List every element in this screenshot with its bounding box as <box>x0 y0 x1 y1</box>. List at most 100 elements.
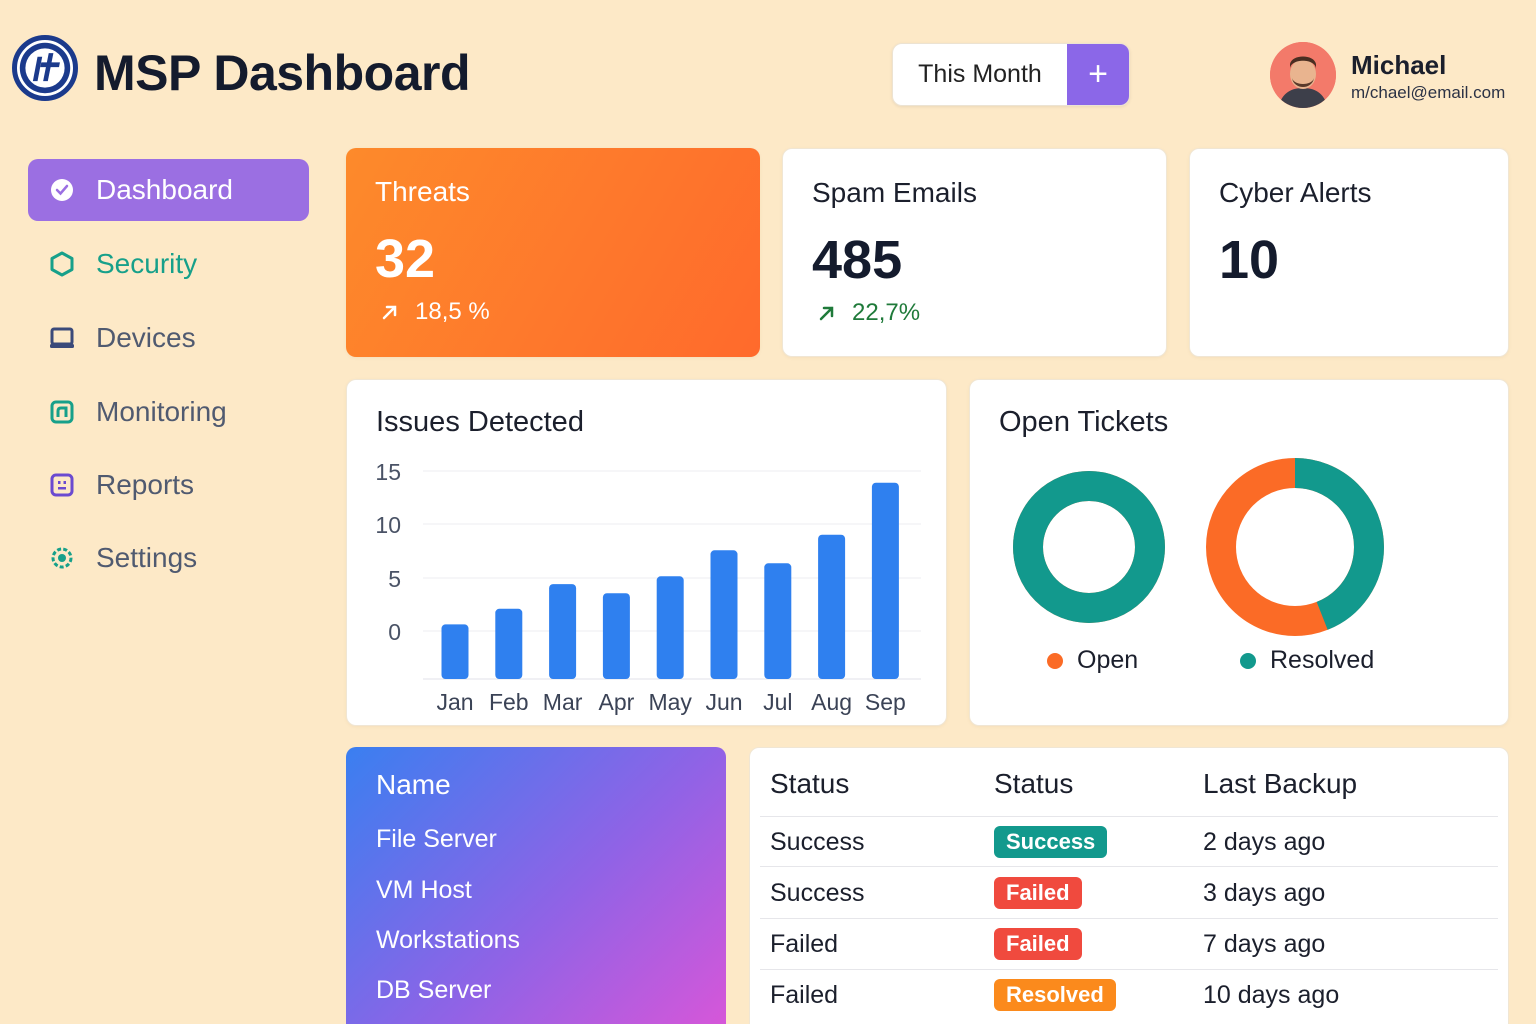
logo-icon <box>19 42 71 94</box>
legend-open: Open <box>1047 646 1138 675</box>
bar[interactable] <box>602 593 630 679</box>
x-tick-label: May <box>648 689 692 715</box>
alerts-card[interactable]: Cyber Alerts 10 <box>1189 148 1509 357</box>
arrow-up-right-icon <box>819 306 834 321</box>
bar[interactable] <box>818 534 846 679</box>
issues-chart-card: Issues Detected 15 10 5 0 Jan Feb Mar Apr May Jun… <box>346 379 947 726</box>
sidebar-item-label: Devices <box>96 322 196 353</box>
legend-label: Open <box>1077 646 1139 674</box>
y-tick-label: 0 <box>388 619 401 645</box>
sidebar-item-devices[interactable]: Devices <box>28 307 309 369</box>
chart-title: Issues Detected <box>376 406 584 438</box>
status-cell: Failed <box>770 981 839 1009</box>
server-name[interactable]: File Server <box>376 825 497 853</box>
y-tick-label: 5 <box>388 566 401 592</box>
card-title: Spam Emails <box>812 177 977 208</box>
sidebar-item-label: Settings <box>96 542 198 573</box>
server-name-panel: Name File Server VM Host Workstations DB… <box>346 747 726 1024</box>
x-tick-label: Feb <box>489 689 529 715</box>
spam-card[interactable]: Spam Emails 485 22,7% <box>782 148 1167 357</box>
user-email: m/chael@email.com <box>1351 83 1506 102</box>
card-trend: 22,7% <box>816 299 920 327</box>
server-name[interactable]: VM Host <box>376 876 472 904</box>
avatar[interactable] <box>1270 42 1336 108</box>
legend-dot <box>1240 652 1256 669</box>
bar[interactable] <box>871 482 899 679</box>
app-logo <box>12 35 78 101</box>
donut-segment-resolved[interactable] <box>1013 471 1165 623</box>
x-tick-label: Mar <box>543 689 583 715</box>
column-header-status: Status <box>770 768 850 799</box>
column-header-last-backup: Last Backup <box>1203 768 1358 799</box>
last-backup-cell: 7 days ago <box>1203 930 1326 958</box>
sidebar-item-label: Reports <box>96 469 195 500</box>
gear-icon <box>48 544 76 572</box>
period-control: This Month + <box>892 43 1130 106</box>
last-backup-cell: 2 days ago <box>1203 828 1326 856</box>
last-backup-cell: 3 days ago <box>1203 879 1326 907</box>
name-column-header: Name <box>376 769 451 800</box>
row-divider <box>760 866 1498 867</box>
sidebar-item-label: Monitoring <box>96 396 227 427</box>
threats-card[interactable]: Threats 32 18,5 % <box>346 148 760 357</box>
bar[interactable] <box>441 624 469 679</box>
bar[interactable] <box>549 584 577 679</box>
sidebar-item-security[interactable]: Security <box>28 233 309 295</box>
status-badge: Resolved <box>994 979 1116 1011</box>
server-name[interactable]: Workstations <box>376 926 521 954</box>
trend-value: 22,7% <box>852 299 921 326</box>
add-button[interactable]: + <box>1067 44 1129 105</box>
card-title: Threats <box>375 176 470 207</box>
row-divider <box>760 816 1498 817</box>
bar[interactable] <box>710 550 738 679</box>
monitor-icon <box>48 398 76 426</box>
last-backup-cell: 10 days ago <box>1203 981 1340 1009</box>
card-title: Cyber Alerts <box>1219 177 1372 208</box>
status-cell: Success <box>770 828 865 856</box>
legend-dot <box>1047 652 1063 669</box>
app-title: MSP Dashboard <box>94 45 471 101</box>
sidebar-item-dashboard[interactable]: Dashboard <box>28 159 309 221</box>
status-badge: Success <box>994 826 1108 858</box>
donut-segment-resolved[interactable] <box>1206 458 1384 636</box>
row-divider <box>760 918 1498 919</box>
trend-value: 18,5 % <box>415 298 490 325</box>
status-cell: Success <box>770 879 865 907</box>
row-divider <box>760 969 1498 970</box>
check-circle-icon <box>48 176 76 204</box>
tickets-donut-chart <box>1013 458 1384 636</box>
sidebar-item-label: Dashboard <box>96 174 233 205</box>
issues-bar-chart: 15 10 5 0 Jan Feb Mar Apr May Jun Jul Aug Sep <box>375 459 921 715</box>
server-name[interactable]: DB Server <box>376 976 492 1004</box>
tickets-title: Open Tickets <box>999 406 1169 438</box>
y-tick-label: 10 <box>375 512 401 538</box>
user-name: Michael <box>1351 50 1447 80</box>
bar[interactable] <box>764 563 792 679</box>
report-icon <box>48 471 76 499</box>
status-cell: Failed <box>770 930 839 958</box>
x-tick-label: Aug <box>811 689 852 715</box>
x-tick-label: Apr <box>599 689 635 715</box>
bar[interactable] <box>656 576 684 679</box>
tickets-card: Open Tickets Open Resolved <box>969 379 1509 726</box>
sidebar-item-label: Security <box>96 248 198 279</box>
sidebar-item-settings[interactable]: Settings <box>28 527 309 589</box>
y-tick-label: 15 <box>375 459 401 485</box>
arrow-up-right-icon <box>382 305 397 320</box>
column-header-status-badge: Status <box>994 768 1074 799</box>
card-trend: 18,5 % <box>379 298 490 326</box>
hexagon-shield-icon <box>48 250 76 278</box>
sidebar-item-reports[interactable]: Reports <box>28 454 309 516</box>
x-tick-label: Jul <box>763 689 792 715</box>
x-tick-label: Jun <box>705 689 742 715</box>
laptop-icon <box>48 324 76 352</box>
sidebar-item-monitoring[interactable]: Monitoring <box>28 381 309 443</box>
x-tick-label: Sep <box>865 689 906 715</box>
card-value: 485 <box>812 230 903 290</box>
card-value: 10 <box>1219 230 1280 290</box>
period-select[interactable]: This Month <box>893 44 1067 105</box>
bar[interactable] <box>495 608 523 679</box>
status-badge: Failed <box>994 928 1082 960</box>
status-badge: Failed <box>994 877 1082 909</box>
user-avatar-icon <box>1270 42 1336 108</box>
